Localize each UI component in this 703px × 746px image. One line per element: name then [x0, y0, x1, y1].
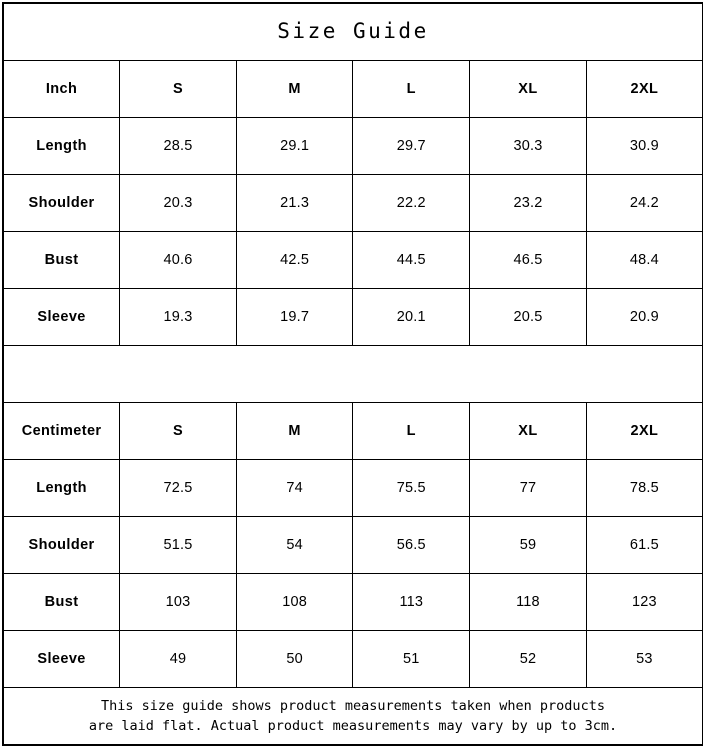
inch-bust-2xl: 48.4 — [585, 231, 703, 289]
centimeter-size-header-m: M — [235, 402, 354, 460]
inch-bust-m: 42.5 — [235, 231, 354, 289]
inch-sleeve-2xl: 20.9 — [585, 288, 703, 346]
centimeter-shoulder-2xl: 61.5 — [585, 516, 703, 574]
inch-size-header-m: M — [235, 60, 354, 118]
inch-row-label-bust: Bust — [2, 231, 121, 289]
table-row: Bust 40.6 42.5 44.5 46.5 48.4 — [2, 231, 703, 289]
centimeter-length-s: 72.5 — [119, 459, 237, 517]
centimeter-shoulder-s: 51.5 — [119, 516, 237, 574]
centimeter-length-2xl: 78.5 — [585, 459, 703, 517]
centimeter-shoulder-m: 54 — [235, 516, 354, 574]
inch-shoulder-2xl: 24.2 — [585, 174, 703, 232]
inch-shoulder-s: 20.3 — [119, 174, 237, 232]
centimeter-row-label-bust: Bust — [2, 573, 121, 631]
centimeter-shoulder-l: 56.5 — [352, 516, 471, 574]
table-row: Bust 103 108 113 118 123 — [2, 573, 703, 631]
inch-length-s: 28.5 — [119, 117, 237, 175]
inch-shoulder-xl: 23.2 — [469, 174, 587, 232]
inch-length-m: 29.1 — [235, 117, 354, 175]
table-separator — [2, 345, 703, 403]
table-row: Shoulder 51.5 54 56.5 59 61.5 — [2, 516, 703, 574]
table-row: Sleeve 49 50 51 52 53 — [2, 630, 703, 688]
footer-row: This size guide shows product measuremen… — [2, 687, 703, 746]
footer-note-line-1: This size guide shows product measuremen… — [101, 698, 605, 714]
centimeter-sleeve-l: 51 — [352, 630, 471, 688]
inch-size-header-s: S — [119, 60, 237, 118]
inch-sleeve-l: 20.1 — [352, 288, 471, 346]
centimeter-sleeve-2xl: 53 — [585, 630, 703, 688]
centimeter-sleeve-xl: 52 — [469, 630, 587, 688]
table-row: Sleeve 19.3 19.7 20.1 20.5 20.9 — [2, 288, 703, 346]
centimeter-size-header-2xl: 2XL — [585, 402, 703, 460]
inch-length-xl: 30.3 — [469, 117, 587, 175]
centimeter-size-header-s: S — [119, 402, 237, 460]
centimeter-unit-label: Centimeter — [2, 402, 121, 460]
centimeter-header-row: Centimeter S M L XL 2XL — [2, 402, 703, 460]
inch-size-header-xl: XL — [469, 60, 587, 118]
centimeter-bust-2xl: 123 — [585, 573, 703, 631]
centimeter-row-label-sleeve: Sleeve — [2, 630, 121, 688]
centimeter-bust-m: 108 — [235, 573, 354, 631]
inch-row-label-shoulder: Shoulder — [2, 174, 121, 232]
inch-size-header-2xl: 2XL — [585, 60, 703, 118]
page-title-cell: Size Guide — [2, 2, 703, 61]
table-row: Length 72.5 74 75.5 77 78.5 — [2, 459, 703, 517]
centimeter-row-label-shoulder: Shoulder — [2, 516, 121, 574]
centimeter-sleeve-s: 49 — [119, 630, 237, 688]
inch-row-label-length: Length — [2, 117, 121, 175]
centimeter-sleeve-m: 50 — [235, 630, 354, 688]
table-row: Length 28.5 29.1 29.7 30.3 30.9 — [2, 117, 703, 175]
inch-size-header-l: L — [352, 60, 471, 118]
footer-note: This size guide shows product measuremen… — [2, 687, 703, 746]
centimeter-length-m: 74 — [235, 459, 354, 517]
centimeter-row-label-length: Length — [2, 459, 121, 517]
table-row: Shoulder 20.3 21.3 22.2 23.2 24.2 — [2, 174, 703, 232]
centimeter-size-header-l: L — [352, 402, 471, 460]
centimeter-bust-l: 113 — [352, 573, 471, 631]
centimeter-size-header-xl: XL — [469, 402, 587, 460]
inch-row-label-sleeve: Sleeve — [2, 288, 121, 346]
inch-sleeve-m: 19.7 — [235, 288, 354, 346]
inch-bust-xl: 46.5 — [469, 231, 587, 289]
centimeter-shoulder-xl: 59 — [469, 516, 587, 574]
inch-shoulder-l: 22.2 — [352, 174, 471, 232]
centimeter-length-l: 75.5 — [352, 459, 471, 517]
inch-length-l: 29.7 — [352, 117, 471, 175]
centimeter-bust-xl: 118 — [469, 573, 587, 631]
footer-note-line-2: are laid flat. Actual product measuremen… — [88, 718, 618, 734]
page-title: Size Guide — [277, 19, 429, 43]
inch-length-2xl: 30.9 — [585, 117, 703, 175]
inch-unit-label: Inch — [2, 60, 121, 118]
inch-bust-s: 40.6 — [119, 231, 237, 289]
centimeter-length-xl: 77 — [469, 459, 587, 517]
inch-sleeve-xl: 20.5 — [469, 288, 587, 346]
inch-header-row: Inch S M L XL 2XL — [2, 60, 703, 118]
inch-bust-l: 44.5 — [352, 231, 471, 289]
centimeter-bust-s: 103 — [119, 573, 237, 631]
inch-sleeve-s: 19.3 — [119, 288, 237, 346]
inch-shoulder-m: 21.3 — [235, 174, 354, 232]
title-row: Size Guide — [2, 2, 703, 61]
spacer-row — [2, 345, 703, 403]
